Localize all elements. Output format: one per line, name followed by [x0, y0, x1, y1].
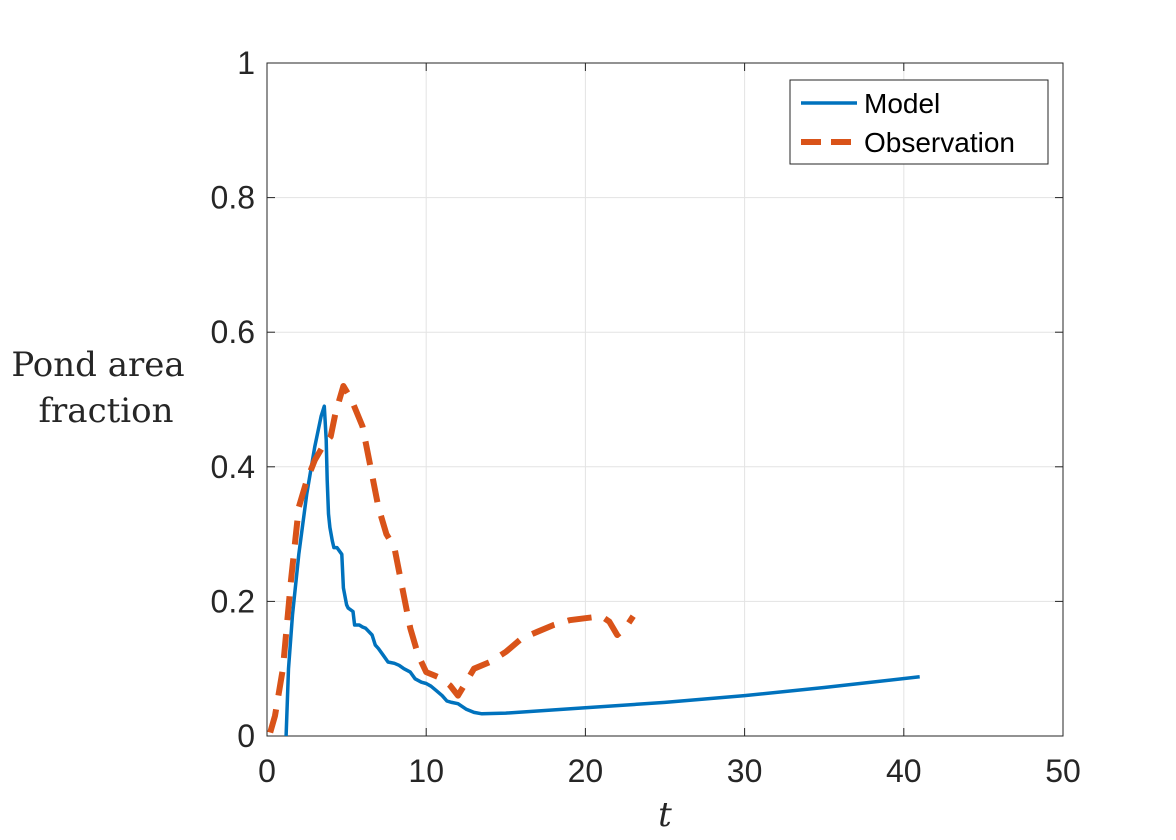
- plot-area: [267, 63, 1063, 736]
- y-tick-label: 0: [237, 718, 255, 754]
- y-tick-label: 1: [237, 45, 255, 81]
- axis-ticks: [266, 62, 1064, 737]
- legend: Model Observation: [789, 79, 1049, 165]
- legend-box: [789, 79, 1049, 165]
- legend-label-model: Model: [864, 88, 940, 119]
- plot-frame: [266, 62, 1064, 737]
- series-line-observation: [267, 383, 636, 734]
- y-tick-labels: 0 0.2 0.4 0.6 0.8 1: [211, 45, 255, 754]
- x-tick-label: 0: [258, 753, 276, 789]
- x-tick-label: 10: [408, 753, 444, 789]
- grid-lines: [266, 62, 1064, 737]
- x-tick-label: 30: [727, 753, 763, 789]
- y-tick-label: 0.4: [211, 449, 255, 485]
- x-axis-label: t: [658, 795, 672, 835]
- series-line-model: [284, 404, 920, 737]
- legend-label-observation: Observation: [864, 127, 1015, 158]
- x-tick-label: 20: [568, 753, 604, 789]
- y-tick-label: 0.6: [211, 314, 255, 350]
- x-tick-labels: 0 10 20 30 40 50: [258, 753, 1081, 789]
- y-axis-label-line-2: fraction: [38, 391, 173, 431]
- series-layer: [267, 383, 920, 737]
- x-tick-label: 40: [886, 753, 922, 789]
- x-tick-label: 50: [1045, 753, 1081, 789]
- y-tick-label: 0.2: [211, 583, 255, 619]
- y-tick-label: 0.8: [211, 180, 255, 216]
- y-axis-label-line-1: Pond area: [11, 345, 184, 385]
